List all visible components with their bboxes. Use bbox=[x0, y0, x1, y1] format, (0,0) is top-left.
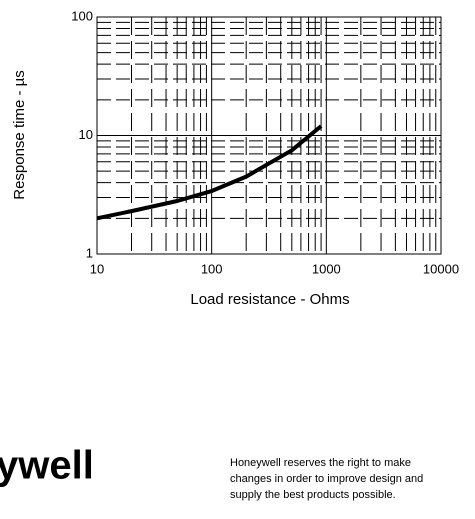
x-tick-label: 100 bbox=[201, 261, 223, 276]
data-line bbox=[96, 124, 323, 221]
x-tick-label: 10000 bbox=[423, 261, 459, 276]
logo: ywell bbox=[0, 444, 94, 488]
notice-line: supply the best products possible. bbox=[230, 489, 396, 501]
y-tick-label: 10 bbox=[79, 127, 93, 142]
y-tick-label: 100 bbox=[71, 8, 93, 23]
notice-line: changes in order to improve design and bbox=[230, 473, 423, 485]
x-axis-label: Load resistance - Ohms bbox=[190, 291, 349, 308]
y-axis-label: Response time - µs bbox=[11, 70, 28, 200]
x-tick-label: 10 bbox=[90, 261, 104, 276]
y-tick-label: 1 bbox=[86, 245, 93, 260]
x-tick-label: 1000 bbox=[312, 261, 341, 276]
notice-line: Honeywell reserves the right to make bbox=[230, 457, 411, 469]
